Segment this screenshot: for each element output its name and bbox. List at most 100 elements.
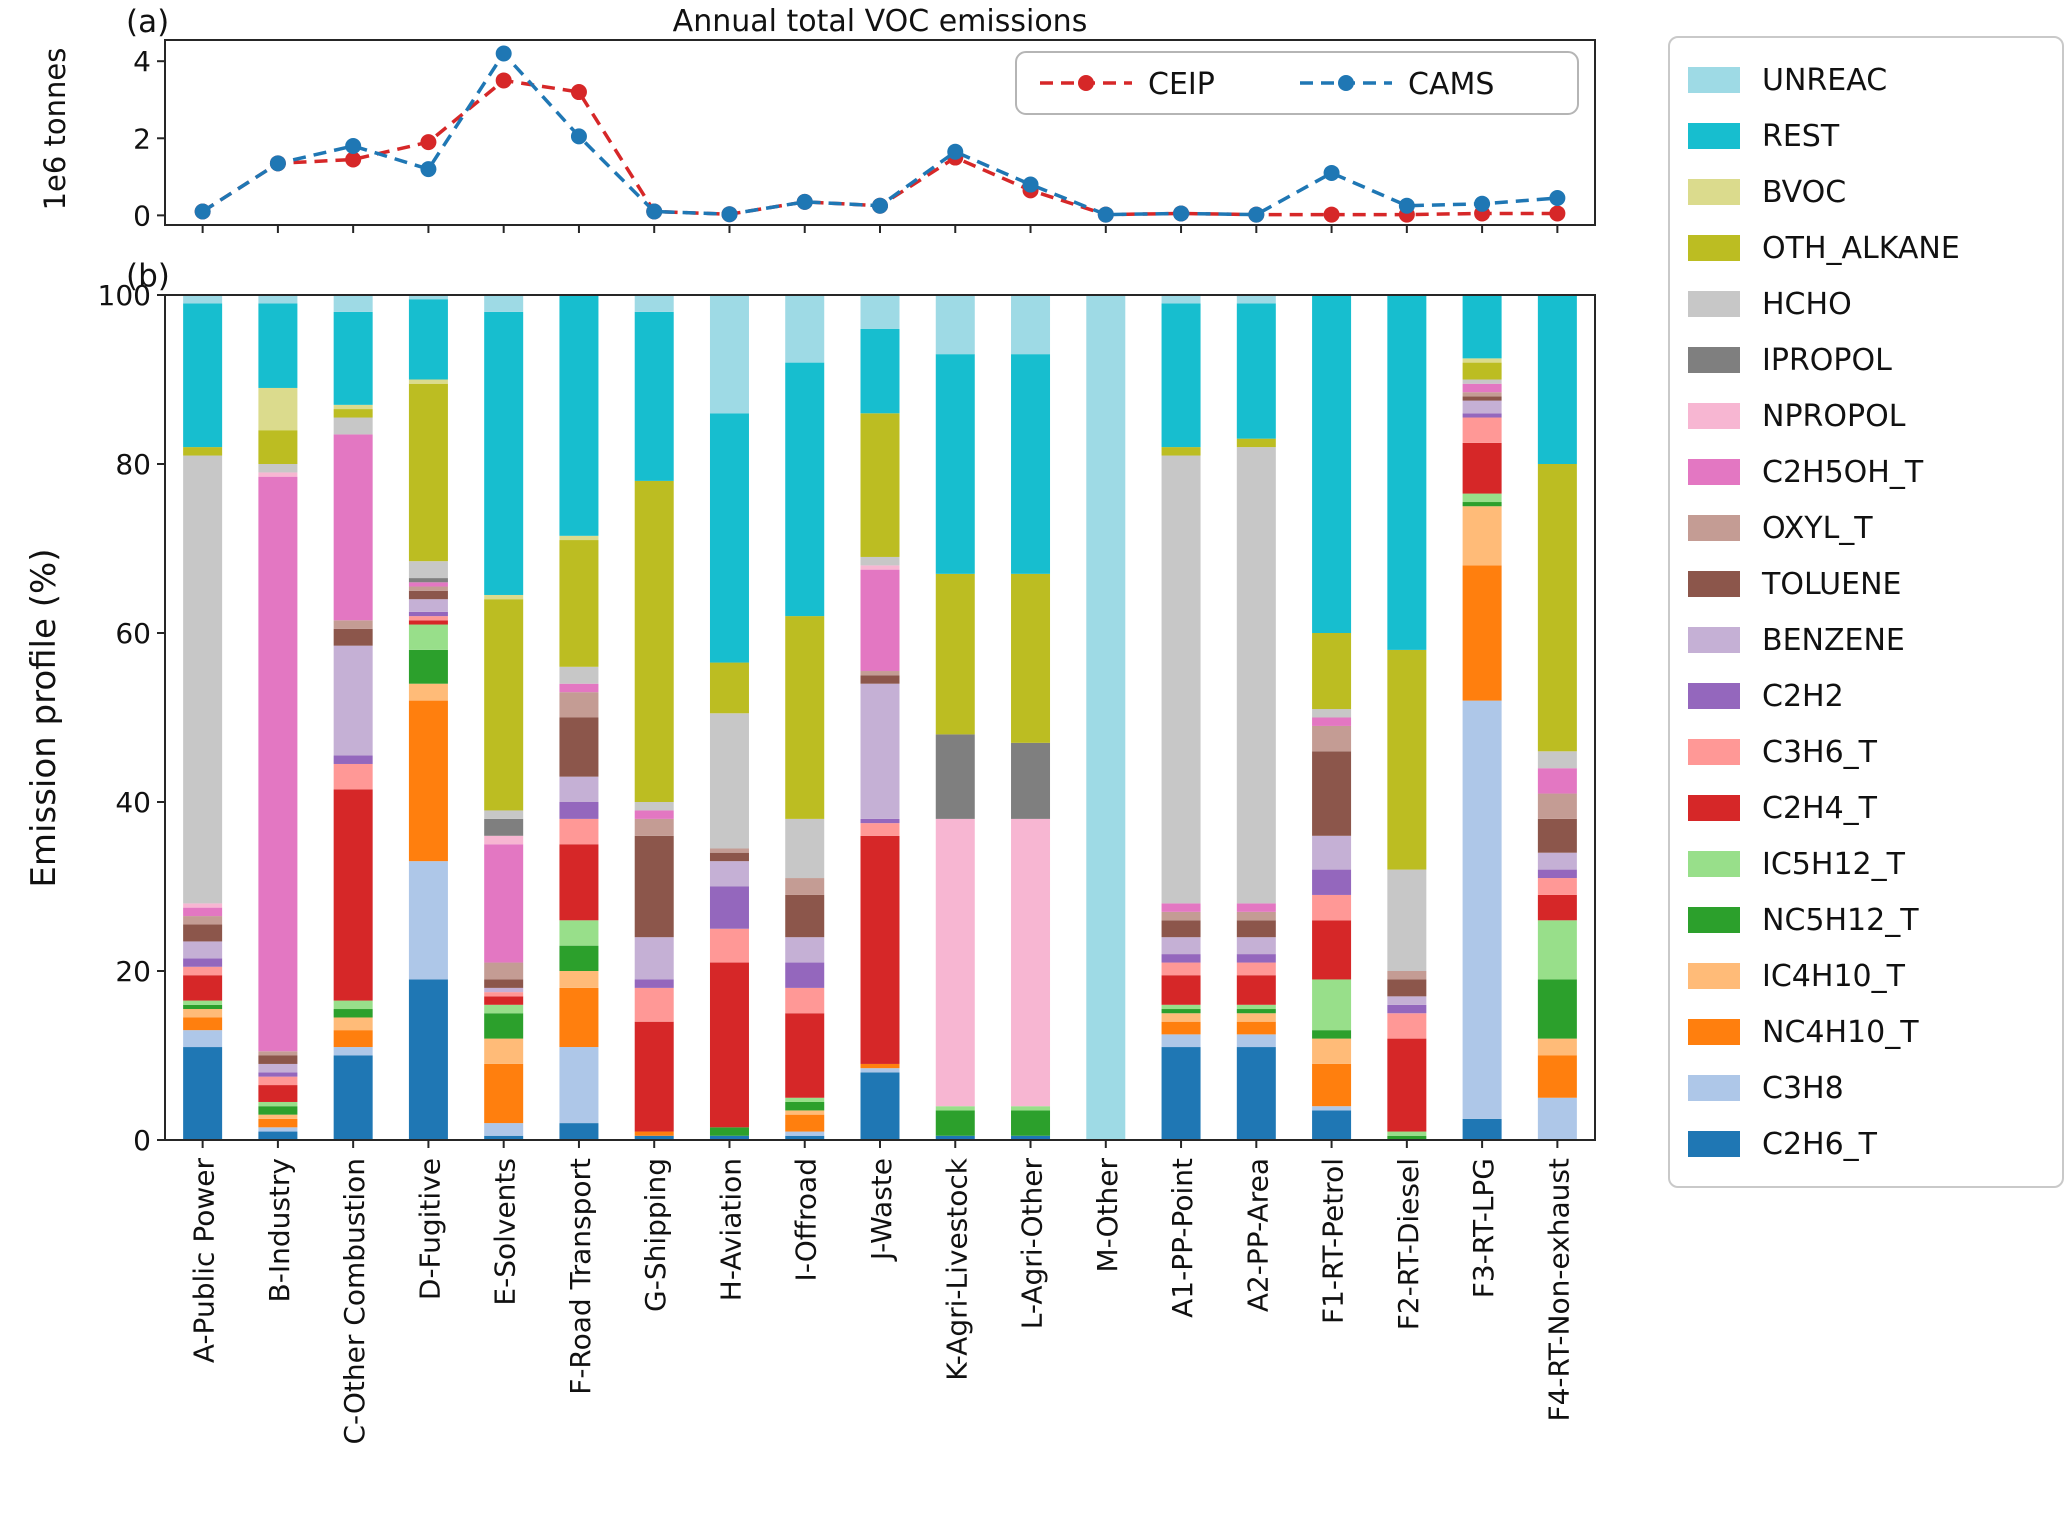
segment-A2-PP-Area-C2H2: [1236, 954, 1276, 963]
segment-F2-RT-Diesel-NC5H12_T: [1387, 1135, 1427, 1140]
segment-F-Road Transport-C3H8: [559, 1047, 599, 1124]
segment-C-Other Combustion-OXYL_T: [333, 620, 373, 629]
legend-species-label: UNREAC: [1762, 62, 1888, 98]
legend-item-C2H2: C2H2: [1688, 668, 2044, 724]
segment-C-Other Combustion-C3H8: [333, 1047, 373, 1056]
segment-F3-RT-LPG-OTH_ALKANE: [1462, 362, 1502, 380]
panel-b-y-axis-title: Emission profile (%): [24, 548, 64, 888]
segment-F-Road Transport-C2H2: [559, 802, 599, 819]
segment-D-Fugitive-C2H4_T: [408, 620, 448, 625]
segment-G-Shipping-TOLUENE: [634, 835, 674, 938]
segment-F-Road Transport-OTH_ALKANE: [559, 540, 599, 667]
segment-A-Public Power-C2H5OH_T: [183, 907, 223, 917]
segment-A2-PP-Area-IC5H12_T: [1236, 1004, 1276, 1010]
legend-item-OTH_ALKANE: OTH_ALKANE: [1688, 220, 2044, 276]
category-label-G-Shipping: G-Shipping: [639, 1158, 672, 1312]
segment-F1-RT-Petrol-C3H6_T: [1312, 894, 1352, 921]
marker-CAMS: [872, 197, 888, 214]
segment-F1-RT-Petrol-C2H4_T: [1312, 920, 1352, 980]
legend-swatch-NC4H10_T: [1688, 1019, 1740, 1045]
segment-K-Agri-Livestock-REST: [935, 354, 975, 574]
segment-E-Solvents-BENZENE: [484, 987, 524, 993]
segment-C-Other Combustion-NC4H10_T: [333, 1030, 373, 1048]
chart-title: Annual total VOC emissions: [672, 4, 1088, 39]
segment-F1-RT-Petrol-IC4H10_T: [1312, 1038, 1352, 1064]
legend-swatch-C3H6_T: [1688, 739, 1740, 765]
segment-G-Shipping-NC4H10_T: [634, 1131, 674, 1136]
segment-L-Agri-Other-IC5H12_T: [1011, 1106, 1051, 1111]
legend-item-C2H6_T: C2H6_T: [1688, 1116, 2044, 1172]
segment-F4-RT-Non-exhaust-BENZENE: [1537, 852, 1577, 870]
segment-I-Offroad-C2H2: [785, 962, 825, 988]
segment-G-Shipping-HCHO: [634, 802, 674, 811]
segment-E-Solvents-IPROPOL: [484, 818, 524, 836]
segment-B-Industry-C3H6_T: [258, 1076, 298, 1086]
segment-A2-PP-Area-C3H8: [1236, 1034, 1276, 1048]
segment-B-Industry-NPROPOL: [258, 472, 298, 477]
segment-D-Fugitive-TOLUENE: [408, 590, 448, 600]
segment-F3-RT-LPG-BENZENE: [1462, 400, 1502, 414]
segment-I-Offroad-OXYL_T: [785, 878, 825, 895]
panel-b-ytick-label: 60: [115, 617, 151, 650]
segment-B-Industry-HCHO: [258, 464, 298, 473]
segment-F2-RT-Diesel-TOLUENE: [1387, 979, 1427, 997]
marker-CEIP: [345, 151, 362, 168]
segment-A-Public Power-IC5H12_T: [183, 1000, 223, 1005]
segment-J-Waste-UNREAC: [860, 295, 900, 329]
legend-species-label: NPROPOL: [1762, 398, 1906, 434]
segment-J-Waste-C2H2: [860, 818, 900, 824]
segment-H-Aviation-OTH_ALKANE: [709, 662, 749, 714]
segment-F1-RT-Petrol-REST: [1312, 295, 1352, 633]
segment-L-Agri-Other-IPROPOL: [1011, 742, 1051, 819]
legend-species-label: BVOC: [1762, 174, 1847, 210]
legend-swatch-C2H4_T: [1688, 795, 1740, 821]
marker-CAMS: [1097, 206, 1114, 223]
segment-E-Solvents-OTH_ALKANE: [484, 599, 524, 811]
segment-L-Agri-Other-NPROPOL: [1011, 818, 1051, 1107]
segment-B-Industry-BVOC: [258, 387, 298, 431]
segment-H-Aviation-HCHO: [709, 713, 749, 849]
segment-G-Shipping-UNREAC: [634, 295, 674, 312]
marker-CEIP: [1549, 205, 1566, 222]
segment-D-Fugitive-BENZENE: [408, 599, 448, 612]
marker-CAMS: [947, 143, 964, 160]
segment-A1-PP-Point-C2H2: [1161, 954, 1201, 963]
segment-F2-RT-Diesel-OTH_ALKANE: [1387, 649, 1427, 870]
segment-F1-RT-Petrol-TOLUENE: [1312, 751, 1352, 836]
segment-F3-RT-LPG-C3H8: [1462, 700, 1502, 1119]
segment-J-Waste-OXYL_T: [860, 671, 900, 676]
segment-H-Aviation-C2H2: [709, 886, 749, 929]
category-label-A1-PP-Point: A1-PP-Point: [1166, 1158, 1199, 1318]
segment-F3-RT-LPG-C2H2: [1462, 413, 1502, 418]
marker-CAMS: [269, 155, 286, 172]
marker-CAMS: [1248, 206, 1265, 223]
marker-CAMS: [495, 45, 512, 62]
segment-D-Fugitive-C2H6_T: [408, 979, 448, 1140]
segment-F-Road Transport-IC4H10_T: [559, 971, 599, 988]
segment-A2-PP-Area-OXYL_T: [1236, 911, 1276, 921]
segment-F4-RT-Non-exhaust-NC4H10_T: [1537, 1055, 1577, 1098]
segment-A-Public Power-NC4H10_T: [183, 1017, 223, 1031]
category-label-L-Agri-Other: L-Agri-Other: [1016, 1158, 1049, 1330]
segment-C-Other Combustion-TOLUENE: [333, 628, 373, 646]
legend-label-CEIP: CEIP: [1148, 67, 1215, 102]
segment-H-Aviation-TOLUENE: [709, 852, 749, 862]
segment-H-Aviation-C2H6_T: [709, 1135, 749, 1140]
segment-J-Waste-C3H8: [860, 1068, 900, 1073]
legend-swatch-C2H5OH_T: [1688, 459, 1740, 485]
segment-F2-RT-Diesel-C3H6_T: [1387, 1013, 1427, 1039]
segment-B-Industry-C2H6_T: [258, 1131, 298, 1140]
legend-swatch-TOLUENE: [1688, 571, 1740, 597]
segment-A2-PP-Area-IC4H10_T: [1236, 1013, 1276, 1022]
segment-A-Public Power-C2H4_T: [183, 975, 223, 1001]
segment-F4-RT-Non-exhaust-TOLUENE: [1537, 818, 1577, 853]
segment-F4-RT-Non-exhaust-NC5H12_T: [1537, 979, 1577, 1039]
panel-b-frame: [164, 294, 1596, 1141]
segment-L-Agri-Other-UNREAC: [1011, 295, 1051, 355]
marker-CAMS: [1474, 195, 1491, 212]
segment-F2-RT-Diesel-OXYL_T: [1387, 971, 1427, 980]
segment-F1-RT-Petrol-HCHO: [1312, 709, 1352, 718]
legend-species-label: OXYL_T: [1762, 510, 1873, 546]
legend-swatch-REST: [1688, 123, 1740, 149]
legend-item-IC4H10_T: IC4H10_T: [1688, 948, 2044, 1004]
